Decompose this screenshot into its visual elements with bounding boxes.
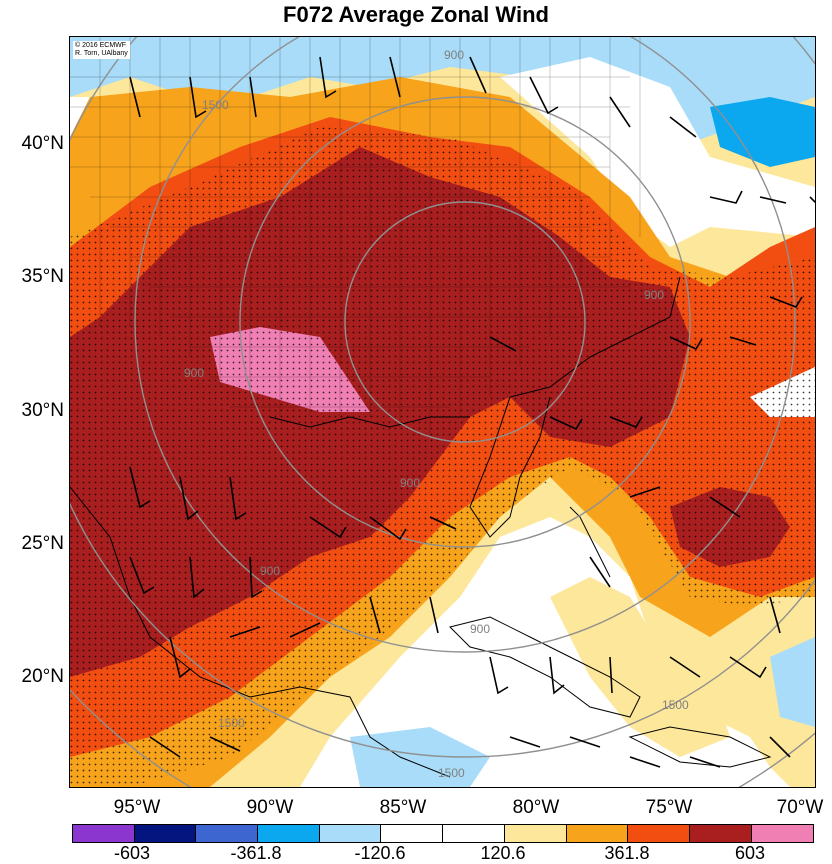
colorbar-swatch [73,825,135,842]
contour-label: 1500 [662,698,689,712]
map-title: F072 Average Zonal Wind [283,2,549,27]
colorbar-swatch [689,825,752,842]
contour-labels: 900 900 900 900 900 900 1500 1500 1500 1… [184,48,689,780]
colorbar-swatch [751,825,814,842]
wind-barbs [129,56,815,768]
colorbar-swatch [196,825,259,842]
colorbar-label: -120.6 [354,843,406,863]
lat-label: 25°N [21,533,64,554]
colorbar-swatch [319,825,382,842]
colorbar-swatch [566,825,629,842]
lat-label: 30°N [21,400,64,421]
field-white-ne [500,57,815,247]
contour-label: 1500 [202,98,229,112]
map-panel: 900 900 900 900 900 900 1500 1500 1500 1… [69,36,816,788]
field-cyan-ne [710,97,815,167]
colorbar-label: -361.8 [230,843,282,863]
colorbar [72,824,815,843]
credit-line: © 2016 ECMWF [75,42,127,49]
stipple-region [70,127,815,787]
range-rings [70,37,815,787]
colorbar-swatch [258,825,320,842]
colorbar-swatch [504,825,567,842]
contour-label: 900 [644,288,664,302]
map-plot: 900 900 900 900 900 900 1500 1500 1500 1… [70,37,815,787]
lat-label: 20°N [21,666,64,687]
colorbar-label: 361.8 [604,843,650,863]
field-light-blue-sw [350,727,490,787]
lat-label: 35°N [21,266,64,287]
contour-label: 900 [470,622,490,636]
credit-line: R. Torn, UAlbany [75,50,128,57]
lon-label: 80°W [512,797,560,818]
field-yellow-caribbean [550,577,730,757]
colorbar-swatch [628,825,690,842]
contour-label: 900 [400,476,420,490]
credit-box: © 2016 ECMWF R. Torn, UAlbany [73,41,130,59]
lon-label: 95°W [113,797,161,818]
field-light-blue-se [770,637,815,727]
colorbar-label: 603 [734,843,766,863]
colorbar-swatch [443,825,505,842]
coastlines [70,276,772,778]
colorbar-label: 120.6 [480,843,526,863]
contour-label: 900 [184,366,204,380]
lat-label: 40°N [21,133,64,154]
lon-label: 85°W [379,797,427,818]
contour-label: 900 [444,48,464,62]
contour-label: 1500 [438,766,465,780]
lon-label: 75°W [645,797,693,818]
contour-label: 1500 [218,716,245,730]
colorbar-swatch [134,825,197,842]
lon-label: 90°W [246,797,294,818]
colorbar-swatch [381,825,444,842]
lon-label: 70°W [776,797,824,818]
county-borders [70,37,641,437]
colorbar-label: -603 [113,843,151,863]
contour-label: 900 [260,564,280,578]
